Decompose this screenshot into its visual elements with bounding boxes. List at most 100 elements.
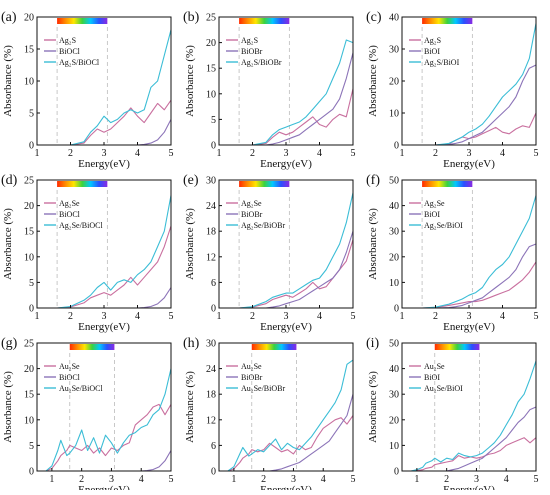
y-tick-label: 20 — [389, 77, 399, 88]
visible-spectrum-bar — [69, 344, 115, 350]
panel-label: (g) — [1, 336, 18, 351]
x-tick-label: 3 — [102, 148, 107, 159]
x-tick-label: 3 — [284, 311, 289, 322]
visible-spectrum-bar — [57, 181, 108, 187]
plot-frame — [218, 342, 354, 472]
x-tick-label: 5 — [169, 311, 174, 322]
y-tick-label: 5 — [29, 109, 34, 120]
panel-label: (e) — [183, 173, 199, 188]
panel-g: (g) 1 2 3 4 5 0 5 10 15 20 25 Energy(eV) Absorbance (… — [1, 336, 174, 495]
y-tick-label: 10 — [24, 77, 34, 88]
x-tick-label: 3 — [474, 474, 479, 485]
legend-label: Ag₂S — [424, 36, 441, 45]
x-tick-label: 3 — [102, 311, 107, 322]
x-tick-label: 1 — [400, 148, 405, 159]
series-line — [239, 88, 354, 146]
x-tick-label: 5 — [169, 474, 174, 485]
plot-frame — [36, 342, 172, 472]
legend-label: BiOBr — [241, 373, 263, 382]
x-tick-label: 4 — [135, 148, 140, 159]
series-line — [422, 23, 537, 146]
x-tick-label: 2 — [250, 148, 255, 159]
x-axis-label: Energy(eV) — [260, 321, 312, 333]
x-tick-label: 1 — [217, 148, 222, 159]
y-axis-label: Absorbance (%) — [367, 208, 379, 280]
y-tick-label: 25 — [24, 339, 34, 350]
y-tick-label: 0 — [394, 467, 399, 478]
y-tick-label: 0 — [29, 304, 34, 315]
series-line — [57, 29, 172, 146]
x-tick-label: 5 — [351, 311, 356, 322]
y-tick-label: 10 — [24, 252, 34, 263]
series-line — [227, 359, 354, 472]
y-axis-label: Absorbance (%) — [2, 45, 14, 117]
y-tick-label: 20 — [24, 201, 34, 212]
y-tick-label: 50 — [389, 176, 399, 187]
x-tick-label: 2 — [250, 311, 255, 322]
panel-a: (a) 1 2 3 4 5 0 5 10 15 20 Energy(eV) Absorbance (%)… — [1, 10, 174, 170]
legend-label: Au₂Se/BiOBr — [241, 384, 285, 393]
x-axis-label: Energy(eV) — [78, 321, 130, 333]
series-line — [239, 39, 354, 146]
series-line — [227, 394, 354, 472]
x-tick-label: 4 — [504, 474, 509, 485]
y-tick-label: 18 — [206, 227, 216, 238]
y-tick-label: 0 — [211, 304, 216, 315]
y-tick-label: 12 — [206, 252, 216, 263]
y-tick-label: 40 — [389, 13, 399, 24]
y-axis-label: Absorbance (%) — [184, 208, 196, 280]
panel-b: (b) 1 2 3 4 5 0 5 10 15 20 25 Energy(eV) Absorbance (… — [183, 10, 356, 170]
x-tick-label: 5 — [351, 148, 356, 159]
x-tick-label: 3 — [467, 148, 472, 159]
legend-label: BiOI — [424, 47, 440, 56]
series-line — [422, 195, 537, 309]
x-tick-label: 1 — [414, 474, 419, 485]
series-line — [45, 368, 172, 472]
y-tick-label: 5 — [29, 278, 34, 289]
y-tick-label: 5 — [211, 115, 216, 126]
x-tick-label: 2 — [261, 474, 266, 485]
series-line — [239, 192, 354, 309]
legend-label: BiOI — [424, 210, 440, 219]
x-tick-label: 2 — [444, 474, 449, 485]
x-axis-label: Energy(eV) — [260, 484, 312, 490]
panel-label: (d) — [1, 173, 18, 188]
legend-label: BiOBr — [241, 47, 263, 56]
visible-spectrum-bar — [239, 181, 290, 187]
visible-spectrum-bar — [57, 18, 108, 24]
legend-label: Au₂Se — [59, 362, 80, 371]
visible-spectrum-bar — [422, 18, 473, 24]
y-axis-label: Absorbance (%) — [367, 371, 379, 443]
y-tick-label: 10 — [24, 415, 34, 426]
series-line — [45, 450, 172, 472]
legend-label: BiOCl — [59, 210, 81, 219]
legend-label: Ag₂Se — [241, 199, 262, 208]
y-tick-label: 10 — [206, 89, 216, 100]
x-tick-label: 2 — [433, 311, 438, 322]
panel-label: (a) — [1, 10, 17, 25]
y-tick-label: 20 — [24, 13, 34, 24]
x-tick-label: 5 — [534, 148, 539, 159]
x-tick-label: 3 — [291, 474, 296, 485]
plot-frame — [401, 342, 537, 472]
y-tick-label: 25 — [206, 13, 216, 24]
legend-label: Ag₂S — [241, 36, 258, 45]
x-tick-label: 1 — [400, 311, 405, 322]
legend-label: BiOCl — [59, 47, 81, 56]
x-tick-label: 4 — [139, 474, 144, 485]
y-tick-label: 15 — [206, 64, 216, 75]
legend-label: Ag₂Se — [59, 199, 80, 208]
x-tick-label: 5 — [534, 311, 539, 322]
x-tick-label: 1 — [231, 474, 236, 485]
x-tick-label: 4 — [500, 148, 505, 159]
x-axis-label: Energy(eV) — [78, 484, 130, 490]
y-tick-label: 6 — [211, 441, 216, 452]
series-line — [227, 415, 354, 472]
panel-c: (c) 1 2 3 4 5 0 10 20 30 40 Energy(eV) Absorbance (%… — [366, 10, 539, 170]
legend-label: Ag₂Se — [424, 199, 445, 208]
legend-label: Ag₂S/BiOI — [424, 58, 460, 67]
legend-label: BiOBr — [241, 210, 263, 219]
y-tick-label: 30 — [389, 45, 399, 56]
y-tick-label: 24 — [206, 201, 216, 212]
